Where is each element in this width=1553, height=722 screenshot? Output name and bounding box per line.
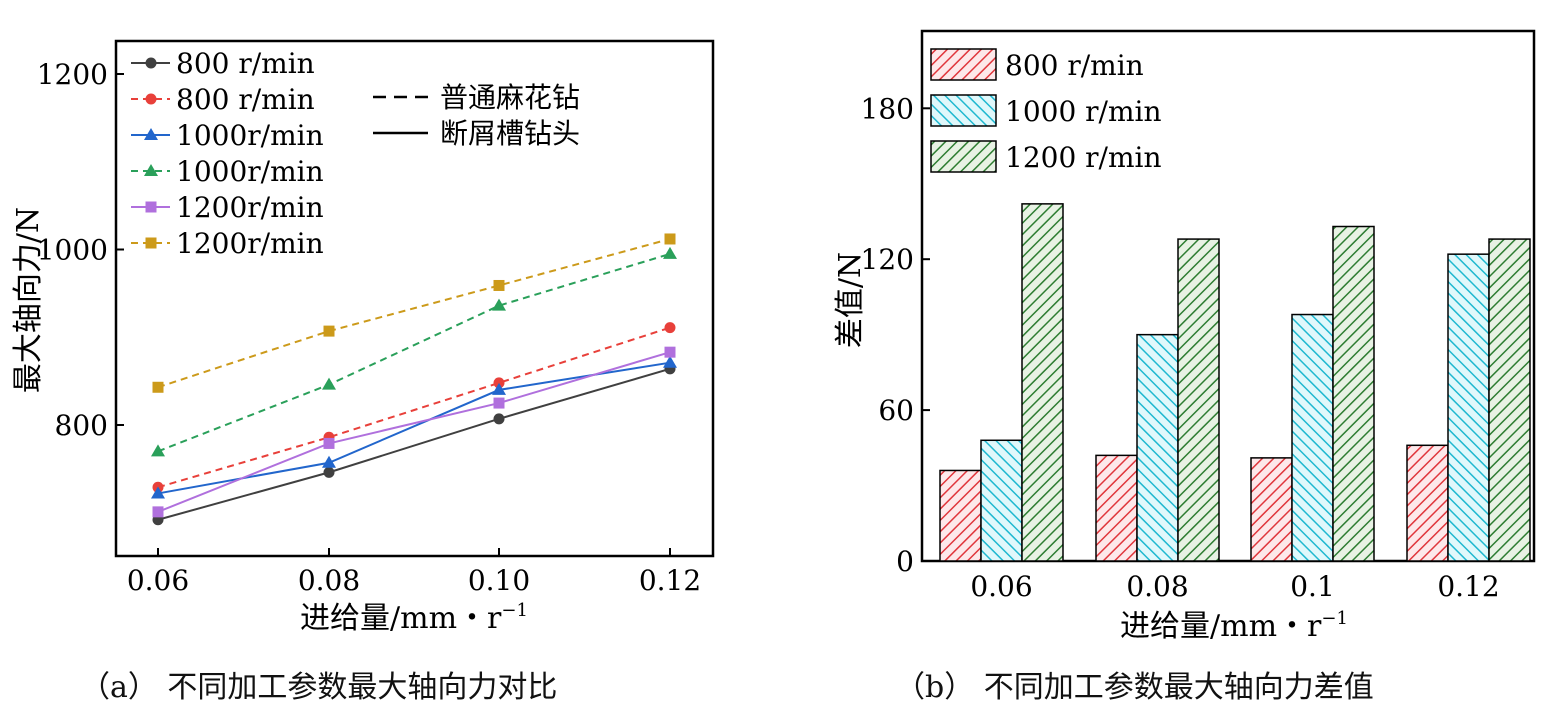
style-legend-label: 普通麻花钻 bbox=[440, 81, 580, 114]
legend-swatch bbox=[930, 48, 997, 81]
data-point bbox=[152, 381, 164, 393]
legend-swatch bbox=[930, 140, 997, 173]
series-line bbox=[157, 252, 671, 453]
legend-marker bbox=[145, 237, 157, 249]
plot-frame-a bbox=[114, 39, 715, 558]
data-point bbox=[492, 298, 506, 311]
style-legend-label: 断屑槽钻头 bbox=[440, 117, 580, 150]
data-point bbox=[493, 377, 505, 389]
legend-marker bbox=[145, 201, 157, 213]
data-point bbox=[322, 455, 336, 468]
data-point bbox=[493, 397, 505, 409]
bar-chart: 0 60 120 180 0.06 0.08 0.1 0.12 800 r/min 1000 … bbox=[833, 29, 1536, 644]
bar bbox=[939, 469, 982, 562]
series-line bbox=[157, 238, 671, 389]
bar bbox=[1332, 225, 1375, 562]
data-point bbox=[323, 466, 335, 478]
series-line bbox=[157, 351, 671, 513]
data-point bbox=[323, 325, 335, 337]
caption-a: （a） 不同加工参数最大轴向力对比 bbox=[80, 670, 558, 705]
y-tick-label: 1000 bbox=[37, 234, 108, 267]
legend-swatch bbox=[930, 94, 997, 127]
x-tick-label: 0.12 bbox=[1437, 570, 1499, 603]
data-point bbox=[664, 233, 676, 245]
legend-label: 1000r/min bbox=[176, 119, 324, 152]
y-tick-label: 180 bbox=[861, 92, 914, 125]
data-point bbox=[493, 413, 505, 425]
x-tick-label: 0.06 bbox=[970, 570, 1032, 603]
bar bbox=[1021, 203, 1064, 562]
y-tick-label: 1200 bbox=[37, 58, 108, 91]
legend-label: 800 r/min bbox=[176, 83, 315, 116]
legend-label: 800 r/min bbox=[1005, 49, 1144, 82]
y-axis-label-a: 最大轴向力/N bbox=[11, 207, 46, 393]
y-tick-label: 120 bbox=[861, 243, 914, 276]
legend-label: 800 r/min bbox=[176, 47, 315, 80]
x-tick-label: 0.10 bbox=[468, 564, 530, 597]
bar bbox=[1488, 238, 1531, 562]
data-point bbox=[663, 355, 677, 368]
bar bbox=[1406, 444, 1449, 562]
y-tick-label: 800 bbox=[55, 409, 108, 442]
y-axis-label-b: 差值/N bbox=[833, 252, 868, 348]
x-tick-label: 0.08 bbox=[1126, 570, 1188, 603]
legend-marker bbox=[145, 57, 157, 69]
bar bbox=[1447, 253, 1490, 562]
data-point bbox=[492, 382, 506, 395]
x-tick-label: 0.08 bbox=[298, 564, 360, 597]
line-chart: 800 1000 1200 0.06 0.08 0.10 0.12 800 r/min80… bbox=[11, 39, 715, 636]
legend-marker bbox=[144, 164, 158, 176]
series-line bbox=[157, 361, 671, 495]
data-point bbox=[664, 322, 676, 334]
legend-label: 1200r/min bbox=[176, 227, 324, 260]
legend-label: 1200r/min bbox=[176, 191, 324, 224]
y-tick-label: 0 bbox=[896, 545, 914, 578]
bar bbox=[1177, 238, 1220, 562]
bar bbox=[1250, 457, 1293, 562]
x-tick-label: 0.12 bbox=[639, 564, 701, 597]
bar bbox=[980, 439, 1023, 562]
legend-label: 1200 r/min bbox=[1005, 141, 1162, 174]
legend-marker bbox=[144, 128, 158, 140]
data-point bbox=[151, 444, 165, 457]
data-point bbox=[664, 346, 676, 358]
caption-b: （b） 不同加工参数最大轴向力差值 bbox=[895, 670, 1374, 705]
legend-label: 1000 r/min bbox=[1005, 95, 1162, 128]
data-point bbox=[152, 506, 164, 518]
series-line bbox=[157, 326, 671, 489]
plot-frame-b bbox=[920, 29, 1536, 563]
x-axis-label-b: 进给量/mm・r−1 bbox=[1120, 608, 1348, 644]
data-point bbox=[151, 486, 165, 499]
bar bbox=[1291, 313, 1334, 562]
data-point bbox=[322, 377, 336, 390]
bar bbox=[1095, 454, 1138, 562]
series-line bbox=[157, 367, 671, 521]
bar bbox=[1136, 333, 1179, 562]
x-axis-label-a: 进给量/mm・r−1 bbox=[300, 600, 528, 636]
legend-marker bbox=[145, 93, 157, 105]
data-point bbox=[663, 246, 677, 259]
data-point bbox=[493, 279, 505, 291]
y-tick-label: 60 bbox=[878, 394, 914, 427]
x-tick-label: 0.06 bbox=[127, 564, 189, 597]
data-point bbox=[323, 437, 335, 449]
legend-label: 1000r/min bbox=[176, 155, 324, 188]
x-tick-label: 0.1 bbox=[1290, 570, 1335, 603]
